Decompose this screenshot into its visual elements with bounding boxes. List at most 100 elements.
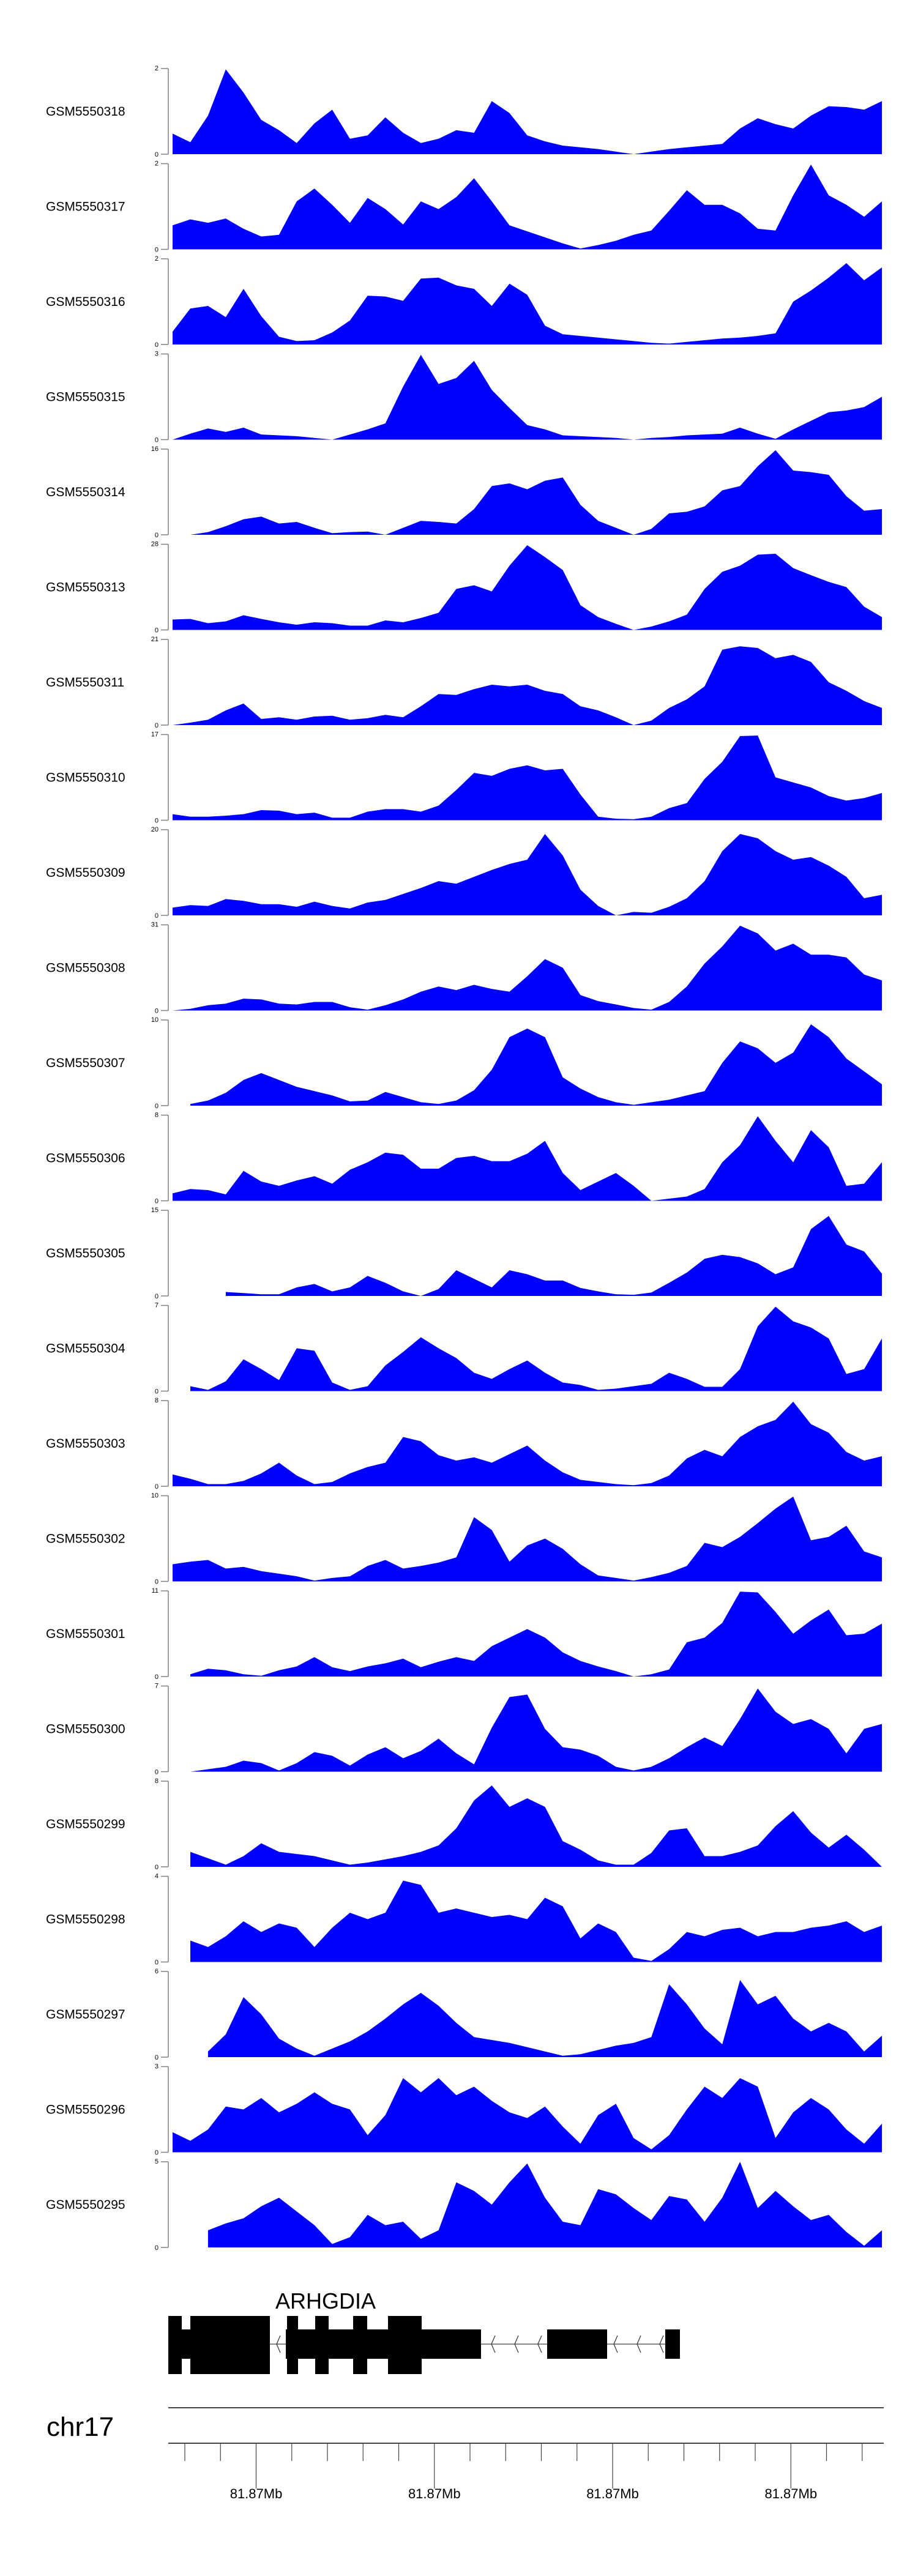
coverage-area-GSM5550299 xyxy=(190,1785,882,1867)
coverage-area-GSM5550313 xyxy=(173,545,882,630)
y-tick-label-max: 7 xyxy=(155,1302,159,1309)
y-tick-label-max: 10 xyxy=(151,1492,159,1500)
y-tick-label-max: 2 xyxy=(155,65,159,72)
track-GSM5550300: GSM5550300 7 0 xyxy=(46,1683,882,1776)
track-label: GSM5550305 xyxy=(46,1246,125,1260)
coverage-area-GSM5550306 xyxy=(173,1116,882,1201)
track-label: GSM5550308 xyxy=(46,961,125,975)
y-tick-label-max: 21 xyxy=(151,636,159,643)
y-tick-label-zero: 0 xyxy=(155,817,159,825)
track-GSM5550303: GSM5550303 8 0 xyxy=(46,1397,882,1491)
track-GSM5550308: GSM5550308 31 0 xyxy=(46,921,882,1015)
track-GSM5550307: GSM5550307 10 0 xyxy=(46,1016,882,1110)
strand-arrow-icon xyxy=(491,2335,496,2353)
coverage-area-GSM5550308 xyxy=(173,925,882,1011)
exon-utr xyxy=(547,2329,607,2359)
y-tick-label-zero: 0 xyxy=(155,1103,159,1110)
y-tick-label-zero: 0 xyxy=(155,2054,159,2061)
strand-arrow-icon xyxy=(636,2335,641,2353)
genome-axis: chr17 81.87Mb 81.87Mb 81.87Mb 81.87Mb xyxy=(47,2407,884,2501)
track-label: GSM5550316 xyxy=(46,295,125,309)
track-label: GSM5550296 xyxy=(46,2103,125,2117)
coverage-area-GSM5550317 xyxy=(173,164,882,250)
chromosome-label: chr17 xyxy=(47,2412,114,2442)
y-tick-label-zero: 0 xyxy=(155,1769,159,1776)
track-label: GSM5550302 xyxy=(46,1532,125,1546)
y-tick-label-max: 5 xyxy=(155,2158,159,2165)
track-GSM5550318: GSM5550318 2 0 xyxy=(46,65,882,158)
track-label: GSM5550306 xyxy=(46,1152,125,1166)
track-GSM5550314: GSM5550314 16 0 xyxy=(46,445,882,539)
coverage-area-GSM5550316 xyxy=(173,263,882,344)
y-tick-label-max: 28 xyxy=(151,541,159,548)
y-tick-label-max: 4 xyxy=(155,1873,159,1880)
track-GSM5550306: GSM5550306 8 0 xyxy=(46,1112,882,1205)
y-tick-label-max: 31 xyxy=(151,921,159,929)
y-tick-label-zero: 0 xyxy=(155,1388,159,1396)
y-tick-label-max: 20 xyxy=(151,826,159,833)
coverage-area-GSM5550302 xyxy=(173,1496,882,1582)
track-label: GSM5550301 xyxy=(46,1627,125,1641)
y-tick-label-max: 2 xyxy=(155,160,159,168)
strand-arrow-icon xyxy=(659,2335,664,2353)
gene-model xyxy=(168,2316,680,2374)
y-tick-label-max: 8 xyxy=(155,1112,159,1119)
track-GSM5550311: GSM5550311 21 0 xyxy=(46,636,882,729)
coverage-area-GSM5550311 xyxy=(173,646,882,725)
track-GSM5550302: GSM5550302 10 0 xyxy=(46,1492,882,1586)
axis-ticks: 81.87Mb 81.87Mb 81.87Mb 81.87Mb xyxy=(184,2443,863,2501)
strand-arrow-icon xyxy=(514,2335,519,2353)
y-tick-label-zero: 0 xyxy=(155,2244,159,2252)
y-tick-label-zero: 0 xyxy=(155,437,159,444)
track-label: GSM5550295 xyxy=(46,2198,125,2212)
exon-coding xyxy=(353,2316,367,2374)
exon-coding xyxy=(315,2316,329,2374)
track-label: GSM5550309 xyxy=(46,866,125,880)
y-tick-label-zero: 0 xyxy=(155,1293,159,1300)
y-tick-label-max: 17 xyxy=(151,731,159,739)
exon-utr xyxy=(665,2329,680,2359)
axis-tick-label: 81.87Mb xyxy=(764,2486,817,2501)
track-GSM5550296: GSM5550296 3 0 xyxy=(46,2063,882,2157)
track-GSM5550299: GSM5550299 8 0 xyxy=(46,1778,882,1871)
track-GSM5550315: GSM5550315 3 0 xyxy=(46,351,882,444)
coverage-area-GSM5550297 xyxy=(207,1980,882,2057)
track-label: GSM5550304 xyxy=(46,1342,125,1356)
exon-coding xyxy=(287,2316,298,2374)
coverage-area-GSM5550309 xyxy=(173,834,882,915)
y-tick-label-max: 16 xyxy=(151,445,159,453)
coverage-area-GSM5550296 xyxy=(173,2078,882,2153)
y-tick-label-max: 3 xyxy=(155,2063,159,2071)
y-tick-label-zero: 0 xyxy=(155,722,159,729)
y-tick-label-max: 10 xyxy=(151,1016,159,1024)
y-tick-label-max: 6 xyxy=(155,1968,159,1975)
y-tick-label-zero: 0 xyxy=(155,1483,159,1491)
track-label: GSM5550318 xyxy=(46,105,125,119)
track-label: GSM5550315 xyxy=(46,390,125,404)
data-tracks: GSM555031820GSM555031720GSM555031620GSM5… xyxy=(46,65,882,2252)
y-tick-label-zero: 0 xyxy=(155,1008,159,1015)
exon-utr xyxy=(286,2329,481,2359)
y-tick-label-max: 8 xyxy=(155,1778,159,1785)
coverage-area-GSM5550307 xyxy=(190,1024,882,1106)
y-tick-label-zero: 0 xyxy=(155,532,159,539)
coverage-area-GSM5550314 xyxy=(190,450,882,535)
axis-tick-label: 81.87Mb xyxy=(408,2486,461,2501)
track-GSM5550317: GSM5550317 2 0 xyxy=(46,160,882,254)
strand-arrow-icon xyxy=(537,2335,542,2353)
y-tick-label-zero: 0 xyxy=(155,1864,159,1871)
track-label: GSM5550297 xyxy=(46,2008,125,2022)
track-label: GSM5550299 xyxy=(46,1817,125,1831)
y-tick-label-max: 8 xyxy=(155,1397,159,1404)
track-GSM5550305: GSM5550305 15 0 xyxy=(46,1207,882,1300)
track-GSM5550301: GSM5550301 11 0 xyxy=(46,1587,882,1681)
y-tick-label-max: 3 xyxy=(155,351,159,358)
y-tick-label-max: 11 xyxy=(152,1587,159,1595)
track-label: GSM5550311 xyxy=(46,676,124,690)
y-tick-label-zero: 0 xyxy=(155,151,159,158)
track-GSM5550316: GSM5550316 2 0 xyxy=(46,255,882,349)
y-tick-label-zero: 0 xyxy=(155,1959,159,1967)
track-label: GSM5550303 xyxy=(46,1437,125,1451)
coverage-area-GSM5550305 xyxy=(225,1216,882,1296)
